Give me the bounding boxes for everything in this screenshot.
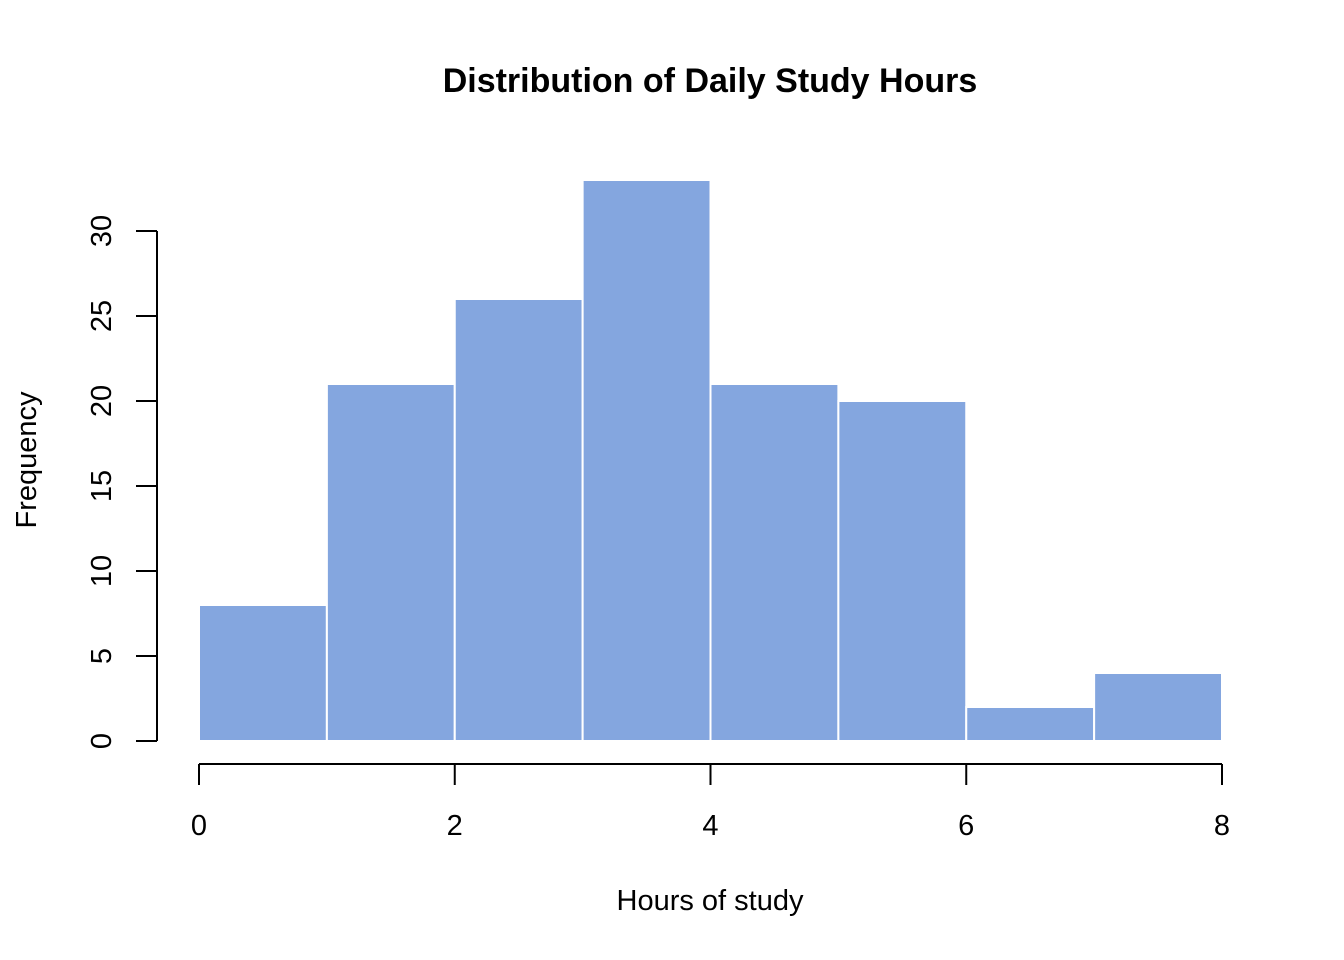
- histogram-bar-0-1: [198, 604, 328, 742]
- y-tick-label: 15: [86, 470, 118, 502]
- histogram-bar-2-3: [453, 298, 584, 742]
- x-tick-label: 4: [702, 810, 718, 842]
- y-axis-label: Frequency: [11, 391, 43, 529]
- x-axis-label: Hours of study: [617, 885, 804, 917]
- histogram-bar-3-4: [581, 179, 712, 742]
- histogram-bar-5-6: [837, 400, 968, 742]
- histogram-bars: [198, 179, 1223, 742]
- x-tick-label: 0: [191, 810, 207, 842]
- y-axis: 0 5 10 15 20 25 30: [86, 215, 158, 749]
- y-tick-label: 10: [86, 555, 118, 587]
- y-tick-label: 20: [86, 385, 118, 417]
- x-axis: 0 2 4 6 8: [191, 763, 1230, 842]
- chart-title: Distribution of Daily Study Hours: [443, 62, 978, 100]
- y-tick-label: 5: [86, 648, 118, 664]
- x-tick-label: 6: [958, 810, 974, 842]
- x-tick-label: 8: [1214, 810, 1230, 842]
- y-tick-label: 0: [86, 733, 118, 749]
- histogram-bar-6-7: [965, 706, 1096, 742]
- y-tick-label: 25: [86, 300, 118, 332]
- histogram-bar-1-2: [325, 383, 456, 742]
- y-tick-label: 30: [86, 215, 118, 247]
- histogram-bar-7-8: [1093, 672, 1223, 742]
- histogram-bar-4-5: [709, 383, 840, 742]
- x-tick-label: 2: [447, 810, 463, 842]
